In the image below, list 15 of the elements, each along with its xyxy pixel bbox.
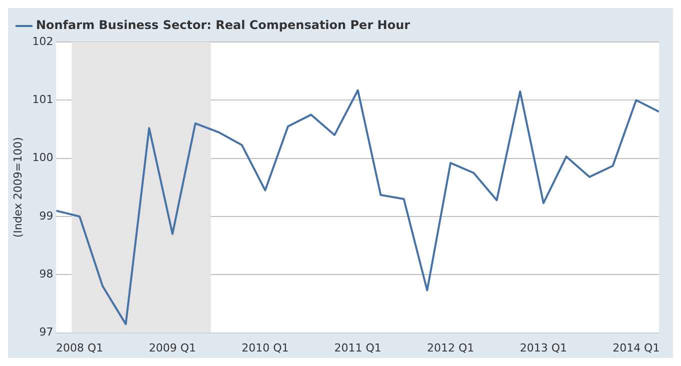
x-tick-label: 2012 Q1 (426, 341, 474, 354)
y-tick-label: 99 (39, 209, 54, 222)
y-tick-label: 101 (32, 93, 54, 106)
x-tick-label: 2009 Q1 (148, 341, 196, 354)
y-axis-title: (Index 2009=100) (11, 137, 24, 238)
y-tick-label: 102 (32, 34, 54, 48)
legend-label: Nonfarm Business Sector: Real Compensation Per Hour (36, 18, 410, 32)
y-tick-label: 100 (32, 151, 54, 164)
y-tick-label: 98 (39, 268, 54, 280)
x-tick-label: 2014 Q1 (612, 341, 660, 354)
y-tick-label: 97 (39, 326, 54, 339)
x-tick-label: 2013 Q1 (520, 341, 568, 354)
x-tick-label: 2010 Q1 (242, 341, 289, 354)
x-tick-label: 2011 Q1 (334, 341, 382, 354)
x-tick-label: 2008 Q1 (56, 341, 104, 354)
